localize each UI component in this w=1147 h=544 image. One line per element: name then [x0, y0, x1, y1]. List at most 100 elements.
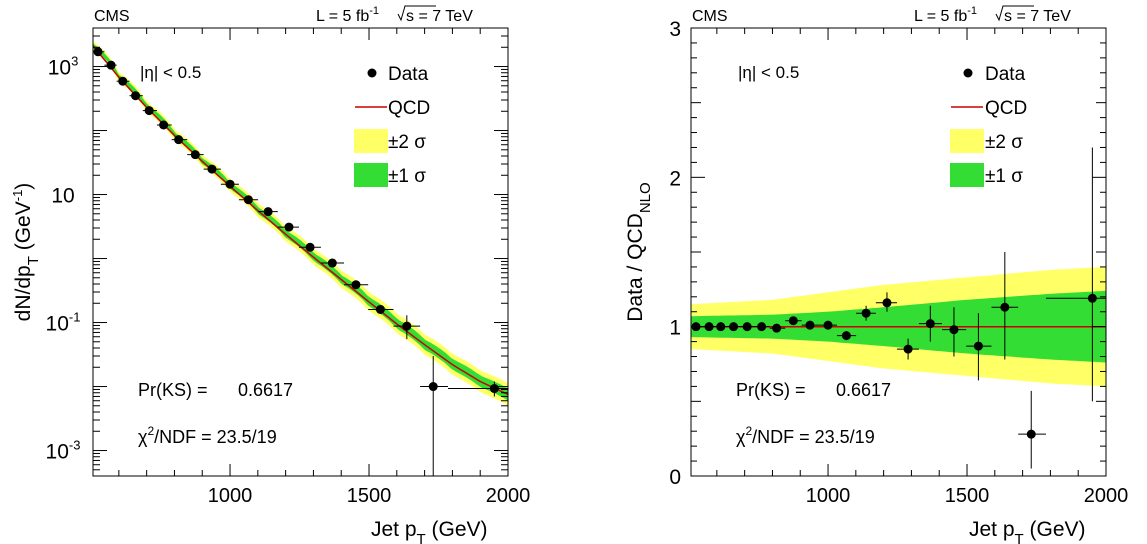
legend-data-marker — [367, 68, 377, 78]
data-point — [104, 60, 117, 70]
chi2-exponent: 2 — [745, 424, 752, 438]
data-marker — [327, 258, 337, 268]
data-point — [344, 280, 369, 290]
data-marker — [805, 320, 815, 330]
y-tick-label: 10-1 — [46, 310, 81, 336]
energy-label: s = 7 TeV — [406, 8, 473, 25]
plot-area — [93, 41, 508, 476]
data-point — [918, 305, 943, 342]
ks-value-text: 0.6617 — [836, 380, 891, 400]
chi2-exponent: 2 — [147, 424, 154, 438]
qcd-curve — [93, 45, 508, 396]
data-point — [129, 91, 143, 101]
data-point — [740, 322, 755, 332]
data-marker — [716, 322, 726, 332]
data-point — [875, 292, 897, 312]
y-axis-title-sub: NLO — [637, 182, 654, 213]
chi2-value: /NDF = 23.5/19 — [752, 427, 875, 447]
data-marker — [489, 384, 499, 394]
x-axis-title-unit: (GeV) — [426, 518, 488, 541]
chi2-label-text: χ — [138, 427, 148, 447]
x-axis-title-text: Jet p — [371, 518, 417, 541]
x-axis-title-sub: T — [1015, 531, 1024, 544]
luminosity-label-text: L = 5 fb — [914, 8, 967, 25]
experiment-label-text: CMS — [94, 8, 130, 25]
legend-label: ±1 σ — [985, 166, 1023, 187]
data-marker — [949, 325, 959, 335]
plot-area — [691, 147, 1106, 469]
energy-label-text: s = 7 TeV — [406, 8, 473, 25]
x-tick-label-text: 2000 — [486, 485, 531, 507]
legend-entry: Data — [367, 64, 429, 85]
experiment-label-text: CMS — [692, 8, 728, 25]
band-1sigma — [93, 43, 508, 401]
legend-band2-swatch — [354, 129, 388, 153]
data-marker — [93, 47, 103, 57]
data-point — [368, 304, 394, 314]
data-marker — [742, 322, 752, 332]
data-point — [116, 76, 130, 86]
chi2-label: χ2/NDF = 23.5/19 — [736, 424, 875, 447]
data-point — [93, 47, 105, 57]
legend-band1-swatch — [354, 163, 388, 187]
y-axis-title-text: Data / QCD — [624, 213, 647, 322]
data-marker — [284, 222, 294, 232]
data-marker — [772, 323, 782, 333]
legend-entry: ±2 σ — [950, 129, 1023, 153]
data-marker — [757, 322, 767, 332]
legend-band2-swatch — [950, 129, 984, 153]
y-tick-exponent: -1 — [69, 310, 81, 325]
data-point — [801, 320, 819, 330]
sqrt-symbol — [995, 5, 1034, 22]
data-point — [942, 307, 967, 357]
data-point — [238, 195, 259, 205]
y-axis-title-close: ) — [12, 183, 35, 190]
band-2sigma — [93, 41, 508, 406]
data-marker — [729, 322, 739, 332]
data-marker — [1026, 429, 1036, 439]
y-tick-exponent: -3 — [69, 438, 81, 453]
legend-entry: ±1 σ — [950, 163, 1023, 187]
data-marker — [174, 135, 184, 145]
data-marker — [106, 60, 116, 70]
x-tick-label-text: 1000 — [806, 485, 851, 507]
ks-label-text: Pr(KS) = — [138, 380, 208, 400]
legend-label: Data — [388, 64, 429, 85]
legend: Data QCD ±2 σ ±1 σ — [950, 64, 1027, 187]
y-tick-label: 10 — [51, 185, 74, 208]
legend-label: Data — [985, 64, 1026, 85]
y-tick-label: 103 — [48, 54, 79, 80]
chi2-label-text: χ — [736, 427, 746, 447]
data-point — [393, 315, 421, 340]
y-tick-label-text: 3 — [669, 18, 681, 41]
legend: Data QCD ±2 σ ±1 σ — [354, 64, 430, 187]
data-point — [836, 331, 857, 341]
data-point — [991, 252, 1019, 360]
energy-label: s = 7 TeV — [1004, 8, 1071, 25]
legend-data-marker — [963, 68, 973, 78]
eta-label: |η| < 0.5 — [738, 63, 799, 82]
data-point — [769, 323, 786, 333]
legend-label: ±2 σ — [388, 132, 426, 153]
eta-label-text: |η| < 0.5 — [738, 63, 799, 82]
legend-label-text: QCD — [388, 98, 430, 119]
data-marker — [351, 280, 361, 290]
luminosity-exponent: -1 — [369, 5, 379, 17]
ks-value: 0.6617 — [238, 380, 293, 400]
x-tick-label-text: 1500 — [945, 485, 990, 507]
luminosity-label: L = 5 fb-1 — [914, 5, 977, 25]
legend-label: ±1 σ — [388, 166, 426, 187]
eta-label-text: |η| < 0.5 — [140, 63, 201, 82]
data-marker — [243, 195, 253, 205]
experiment-label: CMS — [94, 8, 130, 25]
data-marker — [375, 304, 385, 314]
data-marker — [882, 298, 892, 308]
data-marker — [1087, 293, 1097, 303]
data-marker — [118, 76, 128, 86]
data-marker — [144, 106, 154, 116]
legend-entry: QCD — [951, 98, 1027, 119]
data-point — [966, 313, 992, 381]
y-tick-label: 0 — [669, 466, 681, 489]
data-marker — [207, 164, 217, 174]
axes-frame — [92, 27, 509, 477]
